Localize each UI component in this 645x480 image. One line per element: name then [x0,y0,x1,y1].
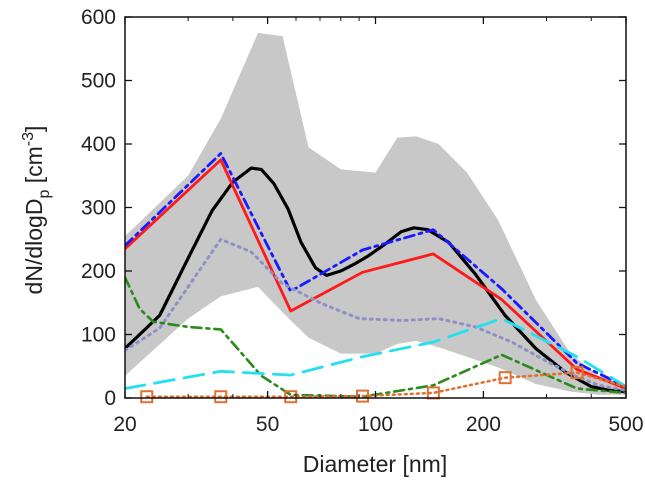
series-marker-7-4 [356,389,370,403]
y-tick-label: 600 [81,6,116,29]
y-axis-label-unit: [cm [21,146,47,189]
x-tick-label: 100 [358,413,393,436]
series-line-5 [125,276,626,398]
x-axis-label: Diameter [nm] [303,451,447,477]
range-band [125,32,626,395]
axes: 0 100 200 300 400 500 600 20 50 100 200 500 [81,6,644,436]
series-lines [125,152,626,398]
y-axis-label: dN/dlogDp [cm-3] [20,126,53,295]
y-tick-label: 200 [81,260,116,283]
range-band-area [125,32,626,395]
series-marker-7-1 [140,390,154,404]
y-tick-label: 400 [81,133,116,156]
series-markers [140,366,584,404]
series-line-1 [125,166,626,394]
series-marker-7-7 [570,366,584,380]
x-tick-label: 50 [256,413,279,436]
series-line-2 [125,158,626,390]
y-tick-label: 300 [81,197,116,220]
y-tick-label: 500 [81,70,116,93]
x-tick-label: 500 [608,413,643,436]
series-marker-7-2 [214,390,228,404]
series-line-4 [125,237,626,392]
y-tick-label: 100 [81,324,116,347]
y-axis-label-subscript: p [36,190,53,199]
series-line-6 [125,317,626,390]
y-tick-label: 0 [104,387,116,410]
x-tick-label: 20 [113,413,136,436]
x-tick-label: 200 [466,413,501,436]
y-axis-label-exponent: -3 [20,132,37,146]
y-axis-label-close: ] [21,126,47,132]
y-axis-label-main: dN/dlogD [21,199,47,295]
series-marker-7-6 [498,371,512,385]
